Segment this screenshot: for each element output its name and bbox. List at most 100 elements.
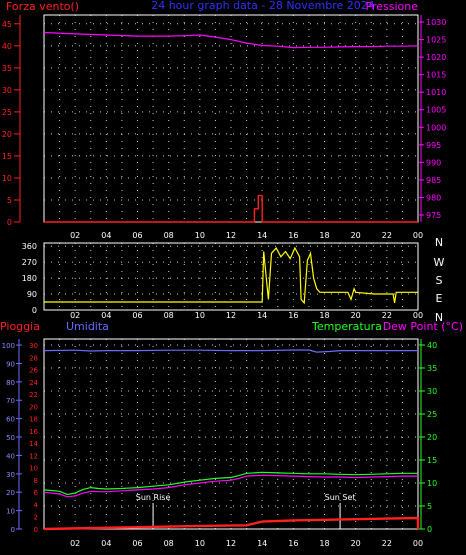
compass-label: E [436,292,443,305]
direction-tick-label: 0 [32,306,37,315]
wind-speed-series-line [44,194,418,223]
humidity-series-line [43,349,418,353]
rain-tick-label: 22 [29,391,38,399]
p1-x-tick-label: 02 [70,231,80,240]
direction-tick-label: 360 [22,242,37,251]
humidity-tick-label: 50 [6,434,15,442]
rain-tick-label: 26 [29,367,38,375]
temperature-tick-label: 15 [427,456,437,465]
rain-tick-label: 2 [34,514,38,522]
rain-tick-label: 6 [34,489,39,497]
wind-speed-tick-label: 15 [2,152,12,161]
rain-tick-label: 10 [29,465,38,473]
p3-x-tick-label: 08 [164,539,174,548]
humidity-tick-label: 40 [6,452,15,460]
temperature-tick-label: 30 [427,387,437,396]
p2-x-tick-label: 06 [132,311,142,320]
rain-tick-label: 18 [29,416,38,424]
rain-tick-label: 28 [29,354,38,362]
p2-x-tick-label: 16 [288,311,298,320]
p1-x-tick-label: 04 [101,231,111,240]
humidity-tick-label: 20 [6,489,15,497]
rain-tick-label: 24 [29,379,38,387]
wind-speed-tick-label: 40 [2,42,12,51]
temperature-tick-label: 35 [427,364,437,373]
humidity-tick-label: 80 [6,379,15,387]
p2-x-tick-label: 20 [351,311,361,320]
compass-label: S [436,274,443,287]
p1-x-tick-label: 14 [257,231,267,240]
wind-speed-tick-label: 25 [2,108,12,117]
p3-x-tick-label: 06 [132,539,142,548]
direction-tick-label: 180 [22,274,37,283]
p2-x-tick-label: 02 [70,311,80,320]
humidity-tick-label: 60 [6,416,15,424]
p1-x-tick-label: 00 [413,231,423,240]
sun-event-label: Sun Rise [136,493,171,502]
rain-humidity-temperature-panel: 0246810121416182022242628300102030405060… [2,338,437,548]
dew-point-series-line [43,474,418,498]
rain-tick-label: 8 [34,477,38,485]
p3-frame [43,338,419,530]
wind-direction-series-line [44,246,418,305]
rain-tick-label: 20 [29,403,38,411]
pressure-tick-label: 1000 [426,123,446,132]
p3-x-tick-label: 20 [351,539,361,548]
humidity-tick-label: 30 [6,471,15,479]
p1-x-tick-label: 12 [226,231,236,240]
p3-x-tick-label: 16 [288,539,298,548]
wind-speed-axis-label: Forza vento() [6,0,79,13]
temperature-tick-label: 10 [427,479,437,488]
wind-speed-tick-label: 10 [2,174,12,183]
p1-x-tick-label: 06 [132,231,142,240]
wind-pressure-panel: 0510152025303540459759809859909951000100… [2,14,446,240]
pressure-tick-label: 990 [426,158,441,167]
p2-x-tick-label: 04 [101,311,111,320]
temperature-tick-label: 25 [427,410,437,419]
pressure-tick-label: 1025 [426,36,446,45]
pressure-tick-label: 980 [426,193,441,202]
rain-tick-label: 30 [29,342,38,350]
pressure-axis-label: Pressione [366,0,419,13]
p3-x-tick-label: 10 [195,539,205,548]
humidity-tick-label: 100 [2,342,15,350]
p2-x-tick-label: 12 [226,311,236,320]
wind-speed-tick-label: 5 [7,196,12,205]
direction-tick-label: 90 [27,290,37,299]
humidity-axis-label: Umidita [66,320,109,333]
compass-label: W [434,256,445,269]
rain-tick-label: 4 [34,501,39,509]
chart-title: 24 hour graph data - 28 Novembre 2024 [151,0,375,12]
wind-speed-tick-label: 0 [7,218,12,227]
compass-label: N [435,311,443,324]
temperature-tick-label: 0 [427,525,432,534]
p2-x-tick-label: 18 [319,311,329,320]
compass-label: N [435,236,443,249]
p1-x-tick-label: 20 [351,231,361,240]
pressure-tick-label: 1015 [426,71,446,80]
sun-event-label: Sun Set [325,493,356,502]
p1-x-tick-label: 22 [382,231,392,240]
p2-x-tick-label: 08 [164,311,174,320]
p3-x-tick-label: 00 [413,539,423,548]
wind-speed-tick-label: 45 [2,20,12,29]
p3-x-tick-label: 14 [257,539,267,548]
rain-axis-label: Pioggia [0,320,40,333]
temperature-axis-label: Temperatura [311,320,382,333]
p2-x-tick-label: 10 [195,311,205,320]
rain-series-line [43,516,420,531]
p2-x-tick-label: 14 [257,311,267,320]
p2-frame [43,242,419,311]
p1-x-tick-label: 08 [164,231,174,240]
temperature-tick-label: 20 [427,433,437,442]
pressure-series-line [43,31,419,49]
pressure-tick-label: 995 [426,141,441,150]
temperature-series-line [43,471,418,496]
p3-x-tick-label: 12 [226,539,236,548]
rain-tick-label: 16 [29,428,38,436]
wind-speed-tick-label: 35 [2,64,12,73]
pressure-tick-label: 1005 [426,106,446,115]
pressure-tick-label: 975 [426,211,441,220]
pressure-tick-label: 1010 [426,88,446,97]
rain-tick-label: 14 [29,440,38,448]
